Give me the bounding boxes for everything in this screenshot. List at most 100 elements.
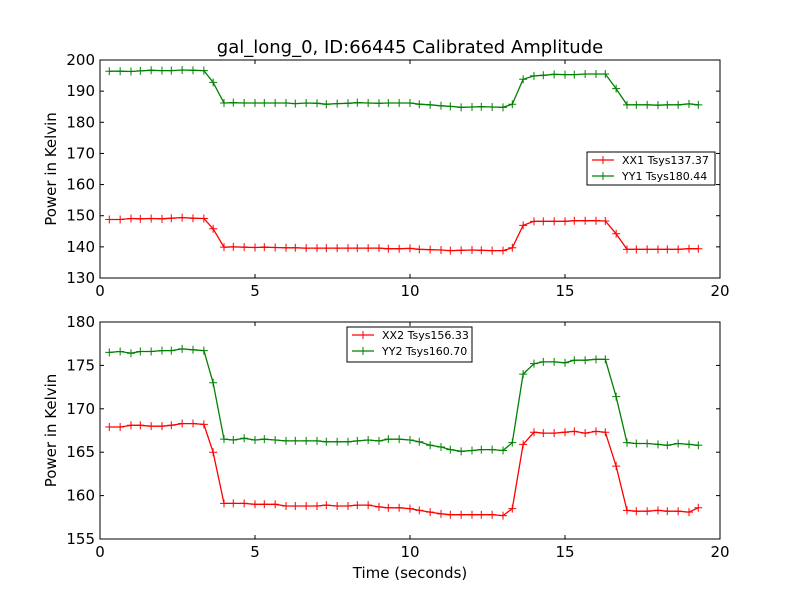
legend-marker xyxy=(359,331,367,339)
data-point xyxy=(426,100,435,109)
data-point xyxy=(344,437,352,446)
data-point xyxy=(209,448,218,457)
data-point xyxy=(271,243,280,252)
data-point xyxy=(271,436,280,445)
data-point xyxy=(468,245,476,254)
data-point xyxy=(271,98,280,107)
data-point xyxy=(623,506,631,515)
data-point xyxy=(508,100,517,109)
legend-label: XX1 Tsys137.37 xyxy=(622,154,709,167)
data-point xyxy=(570,427,579,436)
data-point xyxy=(437,509,445,518)
data-point xyxy=(353,98,362,107)
data-point xyxy=(415,100,424,109)
data-point xyxy=(364,98,373,107)
y-axis-label: Power in Kelvin xyxy=(42,112,60,226)
data-point xyxy=(251,243,259,252)
data-point xyxy=(127,214,135,223)
x-tick-label: 5 xyxy=(250,543,260,561)
data-point xyxy=(561,217,569,226)
data-point xyxy=(477,246,486,255)
data-point xyxy=(333,99,342,108)
x-tick-label: 20 xyxy=(710,543,729,561)
data-point xyxy=(530,359,538,368)
data-point xyxy=(147,66,156,75)
data-point xyxy=(147,347,156,356)
data-point xyxy=(302,98,311,107)
data-point xyxy=(229,242,238,251)
data-point xyxy=(282,502,290,511)
data-point xyxy=(322,244,331,253)
data-point xyxy=(229,436,238,445)
data-point xyxy=(468,510,476,519)
data-point xyxy=(426,508,435,517)
data-point xyxy=(229,98,238,107)
data-point xyxy=(592,70,600,79)
legend: XX2 Tsys156.33 YY2 Tsys160.70 xyxy=(346,326,473,363)
data-point xyxy=(581,70,590,79)
data-point xyxy=(550,429,559,438)
data-point xyxy=(364,436,373,445)
data-point xyxy=(178,344,187,353)
data-point xyxy=(499,246,507,255)
top-plot: 0 5 10 15 20 130 140 150 160 170 180 190 200 Power in… xyxy=(42,51,730,300)
data-point xyxy=(333,437,342,446)
data-point xyxy=(240,499,249,508)
data-point xyxy=(220,98,228,107)
data-point xyxy=(282,98,290,107)
data-point xyxy=(530,217,538,226)
data-point xyxy=(127,349,135,358)
series-line xyxy=(109,216,699,252)
data-point xyxy=(457,447,466,456)
data-point xyxy=(612,229,621,238)
data-point xyxy=(426,441,435,450)
data-point xyxy=(353,436,362,445)
data-point xyxy=(313,99,321,108)
data-point xyxy=(570,216,579,225)
data-point xyxy=(240,243,249,252)
data-point xyxy=(561,428,569,437)
x-tick-label: 15 xyxy=(555,282,574,300)
series-2 xyxy=(105,65,703,112)
data-point xyxy=(488,510,497,519)
data-point xyxy=(353,244,362,253)
y-tick-label: 140 xyxy=(66,238,95,256)
data-point xyxy=(282,243,290,252)
data-point xyxy=(519,75,528,84)
data-point xyxy=(302,436,311,445)
data-point xyxy=(477,102,486,111)
legend-marker xyxy=(359,347,367,355)
data-point xyxy=(685,99,693,108)
y-tick-label: 130 xyxy=(66,269,95,287)
data-point xyxy=(384,244,393,253)
data-point xyxy=(282,436,290,445)
data-point xyxy=(643,100,652,109)
data-point xyxy=(189,419,197,428)
data-point xyxy=(632,100,641,109)
data-point xyxy=(220,243,228,252)
data-point xyxy=(322,100,331,109)
data-point xyxy=(384,503,393,512)
data-point xyxy=(508,243,517,252)
data-point xyxy=(446,510,455,519)
data-point xyxy=(189,66,197,75)
data-point xyxy=(116,347,125,356)
x-tick-label: 20 xyxy=(710,282,729,300)
legend-marker xyxy=(599,172,607,180)
data-point xyxy=(116,215,125,224)
x-axis-label: Time (seconds) xyxy=(352,564,468,582)
data-point xyxy=(364,501,373,510)
data-point xyxy=(550,70,559,79)
data-point xyxy=(561,70,569,79)
data-point xyxy=(508,438,517,447)
legend-box xyxy=(586,151,716,186)
data-point xyxy=(539,429,548,438)
data-point xyxy=(147,214,156,223)
data-point xyxy=(189,214,197,223)
data-point xyxy=(654,506,662,515)
data-point xyxy=(561,358,569,367)
series-2 xyxy=(105,344,703,456)
data-point xyxy=(167,66,176,75)
data-point xyxy=(147,422,156,431)
